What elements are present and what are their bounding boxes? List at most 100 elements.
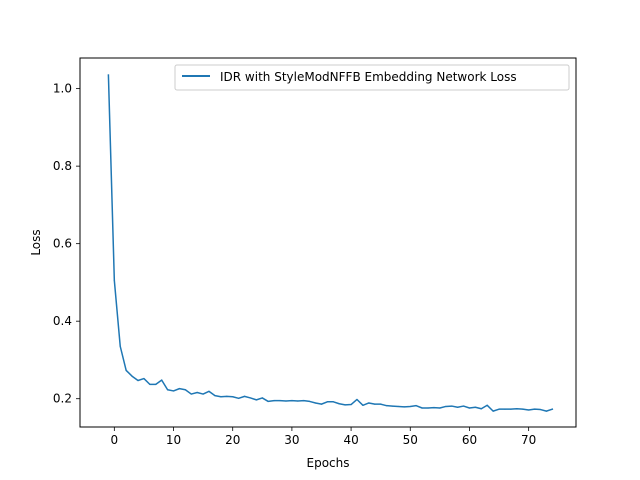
y-tick-label: 0.4 (53, 314, 72, 328)
data-point (255, 399, 257, 401)
data-point (492, 410, 494, 412)
data-point (533, 408, 536, 410)
data-point (273, 400, 275, 402)
data-point (167, 389, 169, 391)
data-point (149, 383, 151, 385)
x-tick-label: 60 (462, 433, 477, 447)
data-point (143, 377, 145, 380)
data-point (267, 400, 269, 403)
x-tick-label: 30 (284, 433, 299, 447)
data-point (510, 408, 512, 410)
data-point (232, 396, 234, 398)
data-point (131, 375, 133, 377)
data-point (184, 389, 186, 391)
data-point (362, 404, 364, 406)
data-point (309, 400, 311, 403)
data-point (403, 406, 405, 408)
data-point (356, 398, 358, 401)
data-point (214, 395, 216, 397)
series-line-0 (107, 74, 554, 412)
legend-box (174, 64, 570, 91)
x-tick-label: 20 (225, 433, 240, 447)
data-point (391, 405, 394, 407)
data-point (522, 408, 524, 410)
data-point (516, 408, 518, 410)
data-point (220, 396, 222, 398)
x-axis-label: Epochs (307, 456, 350, 470)
data-point (338, 403, 340, 405)
data-point (474, 406, 476, 408)
data-point (368, 402, 370, 404)
data-point (155, 383, 157, 385)
data-point (107, 74, 110, 76)
data-point (238, 397, 240, 399)
data-point (433, 407, 435, 409)
data-point (303, 400, 305, 402)
data-point (161, 379, 163, 381)
data-point (486, 404, 488, 406)
data-point (261, 397, 263, 399)
data-point (297, 400, 299, 402)
data-point (350, 403, 352, 406)
y-tick-label: 0.2 (53, 392, 72, 406)
data-point (119, 345, 121, 347)
data-point (427, 407, 429, 409)
x-tick-label: 40 (343, 433, 358, 447)
data-point (439, 407, 441, 409)
data-point (196, 391, 198, 394)
y-tick-label: 1.0 (53, 82, 72, 96)
data-point (125, 369, 127, 372)
data-point (551, 408, 553, 410)
data-point (190, 393, 192, 395)
x-tick-label: 50 (403, 433, 418, 447)
data-point (415, 405, 417, 407)
data-point (498, 408, 500, 410)
data-point (113, 279, 115, 282)
data-point (397, 405, 400, 408)
x-tick-label: 0 (111, 433, 119, 447)
data-point (445, 405, 447, 408)
data-point (380, 403, 382, 405)
legend: IDR with StyleModNFFB Embedding Network … (174, 64, 570, 91)
legend-label: IDR with StyleModNFFB Embedding Network … (220, 70, 517, 84)
data-point (545, 410, 548, 412)
data-point (249, 397, 252, 399)
data-point (172, 390, 175, 392)
y-tick-label: 0.8 (53, 159, 72, 173)
y-axis-ticks: 0.2 0.4 0.6 0.8 1.0 (53, 82, 80, 406)
data-point (421, 407, 423, 409)
x-tick-label: 10 (166, 433, 181, 447)
data-point (462, 405, 465, 407)
plot-area (107, 74, 554, 412)
data-point (291, 400, 293, 402)
data-point (539, 408, 542, 411)
plot-frame (79, 57, 577, 428)
y-tick-label: 0.6 (53, 237, 72, 251)
data-point (528, 409, 530, 411)
data-point (386, 405, 388, 407)
data-point (504, 408, 506, 410)
data-point (326, 401, 329, 403)
data-point (344, 404, 346, 406)
data-point (137, 379, 139, 382)
x-tick-label: 70 (521, 433, 536, 447)
data-point (409, 405, 411, 408)
data-point (202, 393, 204, 395)
data-point (468, 407, 471, 409)
x-axis-ticks: 0 10 20 30 40 50 60 70 (111, 427, 536, 447)
data-point (178, 388, 181, 390)
data-point (374, 403, 376, 405)
data-point (285, 400, 287, 402)
data-point (451, 405, 453, 407)
data-point (226, 395, 228, 397)
data-point (457, 406, 459, 408)
data-point (279, 400, 281, 402)
data-point (243, 395, 246, 397)
data-point (314, 402, 317, 404)
data-point (320, 403, 323, 405)
y-axis-label: Loss (29, 229, 43, 255)
data-point (332, 401, 334, 403)
data-point (480, 408, 482, 410)
data-point (208, 390, 210, 392)
